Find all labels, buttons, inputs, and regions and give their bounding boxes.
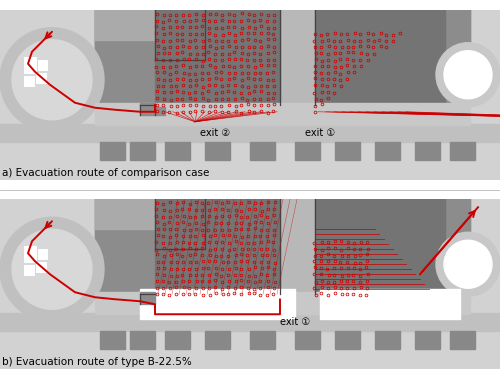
Bar: [315, 194, 445, 294]
Bar: [95, 199, 190, 229]
Bar: [24, 265, 34, 275]
Bar: [36, 262, 46, 272]
Bar: [24, 76, 34, 86]
Bar: [200, 15, 280, 85]
Bar: [100, 142, 125, 160]
Bar: [415, 331, 440, 349]
Bar: [24, 246, 36, 262]
Bar: [155, 199, 210, 249]
Bar: [335, 142, 360, 160]
Circle shape: [0, 217, 104, 321]
Bar: [140, 289, 295, 319]
Bar: [450, 331, 475, 349]
Bar: [130, 142, 155, 160]
Bar: [450, 142, 475, 160]
Text: exit ①: exit ①: [305, 128, 335, 138]
Bar: [95, 103, 470, 125]
Bar: [295, 331, 320, 349]
Bar: [205, 331, 230, 349]
Bar: [130, 331, 155, 349]
Bar: [250, 142, 275, 160]
Bar: [375, 331, 400, 349]
Bar: [280, 10, 315, 105]
Bar: [0, 313, 500, 331]
Bar: [320, 289, 460, 319]
Bar: [140, 103, 155, 115]
Bar: [140, 292, 155, 304]
Bar: [415, 142, 440, 160]
Bar: [95, 10, 205, 60]
Bar: [95, 10, 470, 105]
Bar: [300, 10, 470, 105]
Bar: [24, 57, 36, 73]
Bar: [95, 10, 190, 40]
Bar: [250, 331, 275, 349]
Bar: [165, 331, 190, 349]
Bar: [295, 142, 320, 160]
Bar: [36, 73, 46, 83]
Circle shape: [436, 232, 500, 296]
Bar: [335, 331, 360, 349]
Bar: [155, 10, 210, 60]
Text: b) Evacuation route of type B-22.5%: b) Evacuation route of type B-22.5%: [2, 357, 192, 367]
Bar: [100, 331, 125, 349]
Circle shape: [444, 51, 492, 99]
Circle shape: [436, 43, 500, 107]
Bar: [165, 142, 190, 160]
Bar: [95, 10, 295, 105]
Circle shape: [12, 229, 92, 309]
Bar: [300, 199, 470, 294]
Bar: [38, 60, 47, 70]
Bar: [0, 124, 500, 142]
Bar: [280, 199, 315, 294]
Bar: [95, 199, 295, 294]
Text: exit ①: exit ①: [280, 317, 310, 327]
Bar: [155, 107, 165, 115]
Text: a) Evacuation route of comparison case: a) Evacuation route of comparison case: [2, 168, 210, 178]
Circle shape: [12, 40, 92, 120]
Bar: [95, 199, 470, 294]
Bar: [315, 5, 445, 105]
Bar: [0, 319, 500, 369]
Bar: [155, 5, 280, 105]
Bar: [38, 249, 47, 259]
Bar: [375, 142, 400, 160]
Circle shape: [0, 28, 104, 132]
Circle shape: [444, 240, 492, 288]
Text: exit ②: exit ②: [200, 128, 230, 138]
Bar: [0, 130, 500, 180]
Bar: [95, 292, 470, 314]
Bar: [155, 194, 280, 294]
Bar: [205, 142, 230, 160]
